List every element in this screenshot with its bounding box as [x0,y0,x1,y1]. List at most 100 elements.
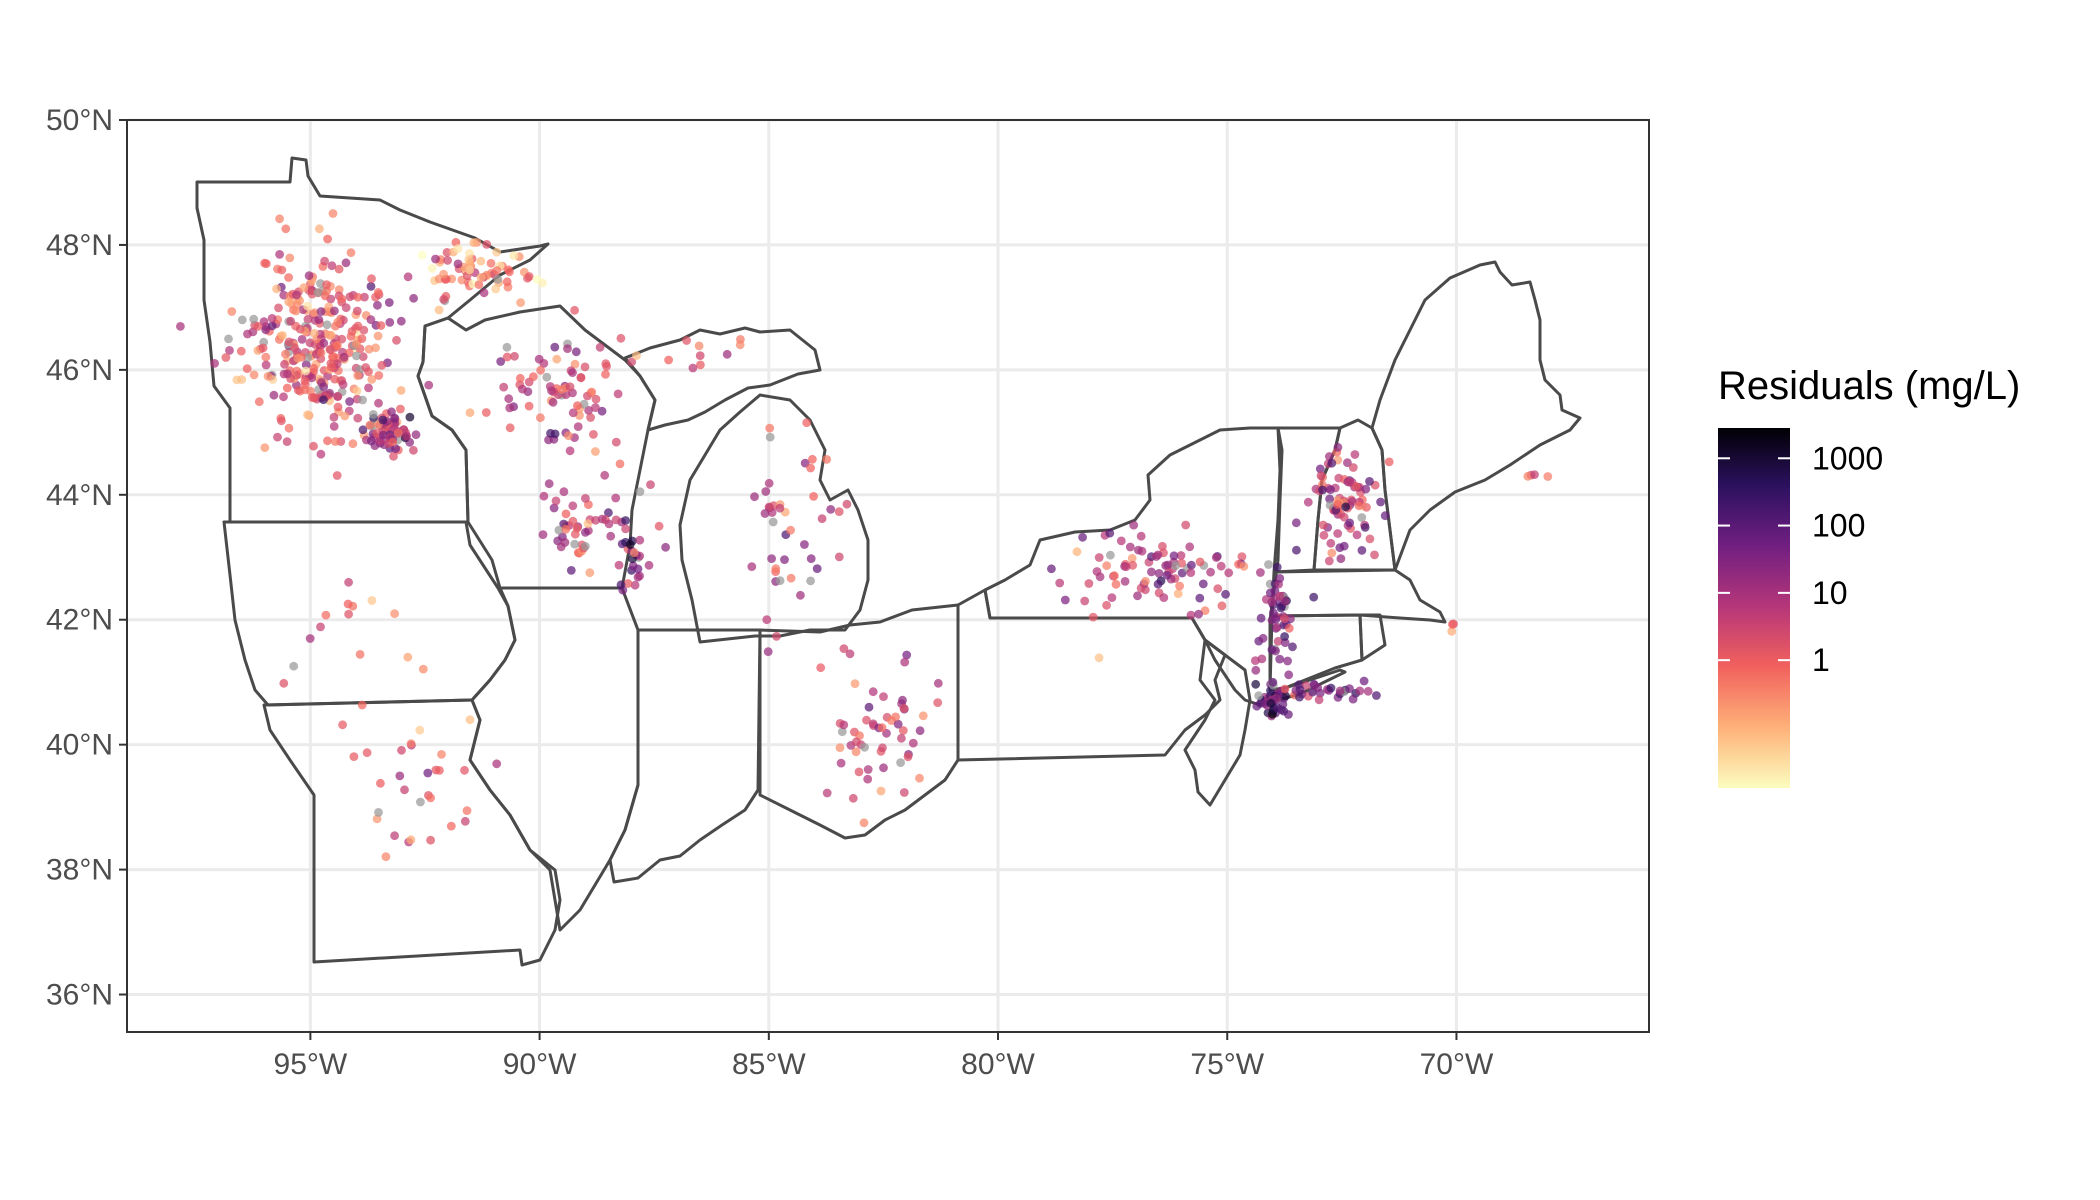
residual-point [899,704,909,713]
residual-point [261,352,271,362]
residual-point [1102,600,1111,610]
residual-point [1094,553,1104,562]
residual-point [1325,452,1334,461]
residual-point [385,318,395,327]
residual-point [786,525,795,535]
residual-point [1088,612,1098,622]
y-tick-label: 38°N [46,854,113,887]
residual-point [1326,485,1335,494]
residual-point [328,352,337,362]
residual-point [328,209,338,218]
residual-point [345,292,355,302]
residual-point [566,566,576,575]
residual-point [1313,683,1323,693]
residual-point [898,726,908,735]
residual-point [227,307,237,316]
residual-point [1339,512,1349,522]
residual-point [505,267,514,277]
residual-point [502,277,512,287]
residual-point [763,647,773,656]
residual-point [304,271,314,281]
residual-point [275,250,284,259]
residual-point [334,264,344,274]
residual-point [633,572,643,582]
residual-point [542,372,552,382]
residual-point [621,516,630,525]
residual-point [305,338,315,348]
residual-point [254,397,264,407]
residual-point [554,525,564,535]
residual-point [536,413,545,423]
residual-point [646,480,655,489]
residual-point [552,354,562,364]
residual-point [837,727,847,737]
residual-point [460,765,469,775]
residual-point [897,733,906,743]
residual-point [915,726,925,736]
residual-point [544,479,554,489]
residual-point [899,788,909,797]
residual-point [1256,613,1266,623]
residual-point [1316,471,1326,481]
residual-point [1372,691,1381,700]
y-tick-label: 40°N [46,729,113,762]
residual-point [260,258,269,268]
residual-point [491,284,501,294]
residual-point [357,334,367,343]
residual-point [1239,562,1249,571]
residual-point [299,283,309,293]
residual-point [595,342,605,352]
residual-point [1094,653,1104,663]
residual-point [1370,550,1379,560]
plot-panel-border [126,119,1650,1033]
residual-point [325,330,335,340]
residual-point [357,700,367,710]
residual-point [568,368,577,377]
residual-point [549,503,559,513]
residual-point [315,224,324,234]
residual-point [442,248,452,257]
residual-point [333,392,343,401]
residual-point [1361,484,1371,494]
residual-point [352,339,361,349]
residual-point [839,720,849,730]
residual-point [1169,551,1179,561]
residual-point [694,341,704,351]
residual-point [176,322,185,331]
residual-point [1198,579,1208,589]
residual-point [644,560,654,570]
residual-point [424,380,434,390]
residual-point [581,541,590,551]
residual-point [341,258,351,268]
residual-point [358,395,367,405]
residual-point [316,307,326,316]
residual-point [411,430,421,440]
residual-point [492,759,502,769]
residual-point [664,355,673,365]
residual-point [482,240,492,249]
residual-point [345,397,354,406]
residual-point [406,739,416,748]
residual-point [364,383,373,393]
residual-point [260,443,270,452]
residual-point [1105,528,1115,538]
residual-point [515,373,525,383]
residual-point [392,335,401,345]
residual-point [396,404,405,414]
residual-point [544,435,553,445]
residual-point [416,797,425,807]
residual-point [854,767,864,777]
residual-point [344,609,353,619]
residual-point [505,403,515,413]
residual-point [1447,626,1457,636]
residual-point [486,258,496,268]
residual-point [1154,569,1164,578]
residual-point [258,343,268,353]
residual-point [933,678,943,688]
residual-point [761,487,771,496]
residual-point [1362,502,1371,512]
residual-point [862,715,871,725]
residual-point [581,494,590,503]
residual-point [879,763,888,773]
residual-point [1543,472,1553,481]
